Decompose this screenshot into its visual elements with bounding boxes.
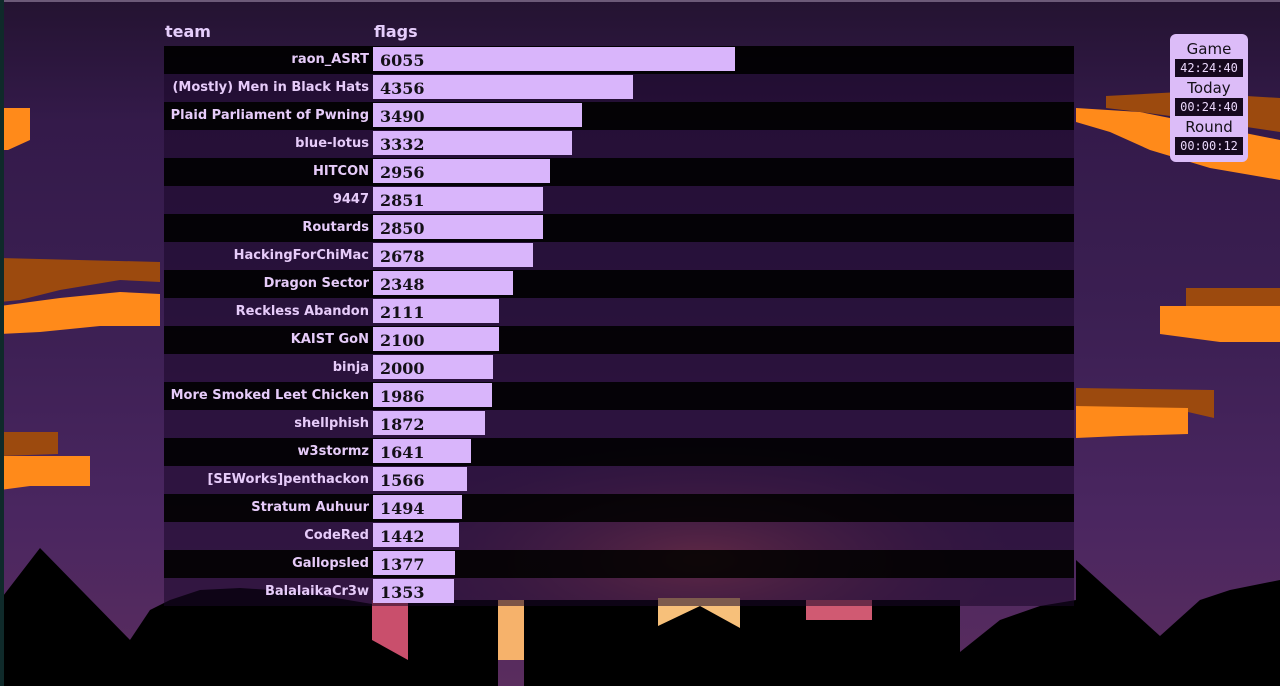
scoreboard-rows: raon_ASRT 6055 (Mostly) Men in Black Hats 4… bbox=[164, 46, 1074, 606]
today-label: Today bbox=[1187, 79, 1231, 97]
table-row: HITCON 2956 bbox=[164, 158, 1074, 186]
table-row: Reckless Abandon 2111 bbox=[164, 298, 1074, 326]
today-timer: 00:24:40 bbox=[1175, 98, 1243, 116]
table-row: Dragon Sector 2348 bbox=[164, 270, 1074, 298]
flags-value: 2678 bbox=[380, 247, 425, 266]
flags-bar bbox=[373, 243, 533, 267]
table-row: Stratum Auhuur 1494 bbox=[164, 494, 1074, 522]
table-row: BalalaikaCr3w 1353 bbox=[164, 578, 1074, 606]
table-row: HackingForChiMac 2678 bbox=[164, 242, 1074, 270]
flags-value: 1353 bbox=[380, 583, 425, 602]
team-name: w3stormz bbox=[297, 444, 369, 459]
flags-bar bbox=[373, 187, 543, 211]
team-name: shellphish bbox=[294, 416, 369, 431]
flags-bar bbox=[373, 523, 459, 547]
table-row: Routards 2850 bbox=[164, 214, 1074, 242]
round-label: Round bbox=[1185, 118, 1233, 136]
team-name: 9447 bbox=[332, 192, 369, 207]
flags-bar bbox=[373, 551, 455, 575]
team-name: CodeRed bbox=[304, 528, 369, 543]
flags-value: 1377 bbox=[380, 555, 425, 574]
table-row: KAIST GoN 2100 bbox=[164, 326, 1074, 354]
team-column-header: team bbox=[165, 22, 211, 41]
flags-value: 2851 bbox=[380, 191, 425, 210]
flags-bar bbox=[373, 215, 543, 239]
flags-bar bbox=[373, 355, 493, 379]
table-row: raon_ASRT 6055 bbox=[164, 46, 1074, 74]
table-row: blue-lotus 3332 bbox=[164, 130, 1074, 158]
flags-value: 1566 bbox=[380, 471, 425, 490]
table-row: Gallopsled 1377 bbox=[164, 550, 1074, 578]
flags-value: 2111 bbox=[380, 303, 425, 322]
flags-bar bbox=[373, 103, 582, 127]
flags-bar bbox=[373, 131, 572, 155]
flags-value: 2348 bbox=[380, 275, 425, 294]
team-name: More Smoked Leet Chicken bbox=[170, 388, 369, 403]
table-row: 9447 2851 bbox=[164, 186, 1074, 214]
flags-value: 3490 bbox=[380, 107, 425, 126]
flags-value: 2000 bbox=[380, 359, 425, 378]
clock-panel: Game 42:24:40 Today 00:24:40 Round 00:00… bbox=[1170, 34, 1248, 162]
table-row: w3stormz 1641 bbox=[164, 438, 1074, 466]
flags-value: 3332 bbox=[380, 135, 425, 154]
table-row: CodeRed 1442 bbox=[164, 522, 1074, 550]
flags-bar bbox=[373, 439, 471, 463]
team-name: Stratum Auhuur bbox=[251, 500, 369, 515]
flags-value: 4356 bbox=[380, 79, 425, 98]
flags-value: 1872 bbox=[380, 415, 425, 434]
game-timer: 42:24:40 bbox=[1175, 59, 1243, 77]
flags-bar bbox=[373, 495, 462, 519]
flags-bar bbox=[373, 47, 735, 71]
table-row: shellphish 1872 bbox=[164, 410, 1074, 438]
top-border bbox=[0, 0, 1280, 2]
flags-bar bbox=[373, 467, 467, 491]
scoreboard: team flags raon_ASRT 6055 (Mostly) Men in … bbox=[164, 18, 1074, 606]
team-name: raon_ASRT bbox=[291, 52, 369, 67]
table-row: (Mostly) Men in Black Hats 4356 bbox=[164, 74, 1074, 102]
flags-bar bbox=[373, 271, 513, 295]
flags-bar bbox=[373, 159, 550, 183]
flags-column-header: flags bbox=[374, 22, 418, 41]
flags-bar bbox=[373, 327, 499, 351]
flags-value: 1442 bbox=[380, 527, 425, 546]
flags-bar bbox=[373, 579, 454, 603]
team-name: Plaid Parliament of Pwning bbox=[170, 108, 369, 123]
table-row: Plaid Parliament of Pwning 3490 bbox=[164, 102, 1074, 130]
flags-bar bbox=[373, 75, 633, 99]
game-label: Game bbox=[1186, 40, 1232, 58]
left-edge bbox=[0, 0, 4, 686]
flags-value: 2850 bbox=[380, 219, 425, 238]
flags-value: 1494 bbox=[380, 499, 425, 518]
table-row: More Smoked Leet Chicken 1986 bbox=[164, 382, 1074, 410]
scoreboard-header: team flags bbox=[164, 18, 1074, 46]
table-row: binja 2000 bbox=[164, 354, 1074, 382]
team-name: KAIST GoN bbox=[290, 332, 369, 347]
team-name: [SEWorks]penthackon bbox=[207, 472, 369, 487]
round-timer: 00:00:12 bbox=[1175, 137, 1243, 155]
team-name: blue-lotus bbox=[295, 136, 369, 151]
flags-value: 2100 bbox=[380, 331, 425, 350]
team-name: Dragon Sector bbox=[263, 276, 369, 291]
team-name: HITCON bbox=[312, 164, 369, 179]
team-name: Gallopsled bbox=[292, 556, 369, 571]
flags-bar bbox=[373, 411, 485, 435]
team-name: HackingForChiMac bbox=[233, 248, 369, 263]
team-name: Routards bbox=[302, 220, 369, 235]
team-name: binja bbox=[332, 360, 369, 375]
team-name: (Mostly) Men in Black Hats bbox=[172, 80, 369, 95]
flags-value: 1986 bbox=[380, 387, 425, 406]
table-row: [SEWorks]penthackon 1566 bbox=[164, 466, 1074, 494]
flags-value: 2956 bbox=[380, 163, 425, 182]
flags-value: 1641 bbox=[380, 443, 425, 462]
flags-bar bbox=[373, 299, 499, 323]
flags-value: 6055 bbox=[380, 51, 425, 70]
flags-bar bbox=[373, 383, 492, 407]
team-name: BalalaikaCr3w bbox=[264, 584, 369, 599]
team-name: Reckless Abandon bbox=[235, 304, 369, 319]
